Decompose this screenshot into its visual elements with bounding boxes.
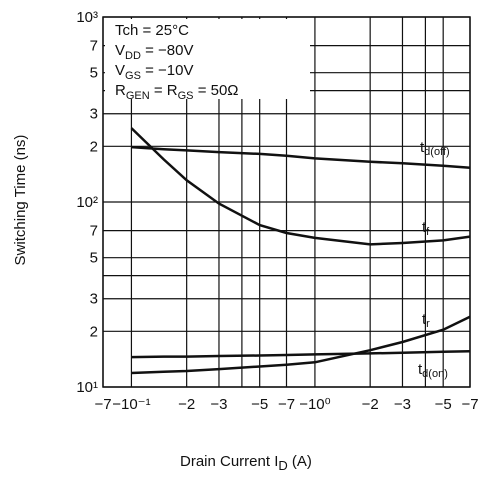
y-tick-label: 3	[90, 106, 98, 123]
subscript: D	[278, 458, 287, 473]
y-tick-label: 3	[90, 291, 98, 308]
annotation-part: = 50Ω	[194, 82, 239, 99]
x-axis-label-part: Drain Current I	[180, 453, 278, 470]
x-tick-label: −5	[435, 396, 452, 413]
legend-subscript: d(off)	[424, 146, 449, 158]
legend-name: t	[422, 219, 427, 236]
subscript: GS	[125, 70, 141, 82]
subscript: GEN	[126, 90, 150, 102]
legend-label: td(on)	[418, 361, 448, 380]
annotation-part: = R	[150, 82, 178, 99]
y-tick-label: 10¹	[76, 379, 98, 396]
y-tick-label: 2	[90, 323, 98, 340]
legend-subscript: r	[426, 318, 430, 330]
series-line	[131, 315, 471, 375]
x-tick-label: −3	[394, 396, 411, 413]
x-tick-label: −10⁻¹	[112, 396, 150, 413]
annotation-part: = −10V	[141, 62, 194, 79]
annotation-part: = −80V	[141, 42, 194, 59]
x-tick-label: −3	[210, 396, 227, 413]
x-tick-label: −7	[278, 396, 295, 413]
y-tick-label: 7	[90, 223, 98, 240]
legend-name: t	[422, 311, 427, 328]
legend-label: tr	[422, 311, 430, 330]
x-tick-label: −7	[94, 396, 111, 413]
y-tick-label: 7	[90, 38, 98, 55]
y-tick-label: 5	[90, 250, 98, 267]
annotation-box	[105, 19, 310, 99]
plot-frame	[102, 16, 471, 388]
annotation-part: Tch = 25°C	[115, 22, 189, 39]
x-tick-label: −2	[362, 396, 379, 413]
legend-label: tf	[422, 219, 430, 238]
x-tick-label: −10⁰	[299, 396, 330, 413]
annotation: VDD = −80V	[115, 42, 193, 62]
y-tick-label: 10³	[76, 9, 98, 26]
series-line	[130, 127, 471, 246]
x-axis-label-part: (A)	[288, 453, 312, 470]
legend-label: td(off)	[420, 139, 450, 158]
legend-name: t	[420, 139, 425, 156]
series-line	[131, 350, 471, 359]
y-axis-label: Switching Time (ns)	[12, 135, 29, 266]
y-tick-label: 10²	[76, 194, 98, 211]
y-tick-label: 5	[90, 65, 98, 82]
x-tick-label: −2	[178, 396, 195, 413]
x-axis-label: Drain Current ID (A)	[180, 453, 312, 473]
series-line	[131, 145, 471, 170]
legend-name: t	[418, 361, 423, 378]
annotation-part: V	[115, 62, 125, 79]
annotation-part: R	[115, 82, 126, 99]
subscript: GS	[178, 90, 194, 102]
annotation: RGEN = RGS = 50Ω	[115, 82, 239, 102]
x-tick-label: −5	[251, 396, 268, 413]
x-tick-label: −7	[461, 396, 478, 413]
legend-subscript: d(on)	[422, 368, 448, 380]
subscript: DD	[125, 50, 141, 62]
annotation: VGS = −10V	[115, 62, 193, 82]
y-tick-label: 2	[90, 138, 98, 155]
annotation: Tch = 25°C	[115, 22, 189, 39]
annotation-part: V	[115, 42, 125, 59]
legend-subscript: f	[426, 226, 430, 238]
